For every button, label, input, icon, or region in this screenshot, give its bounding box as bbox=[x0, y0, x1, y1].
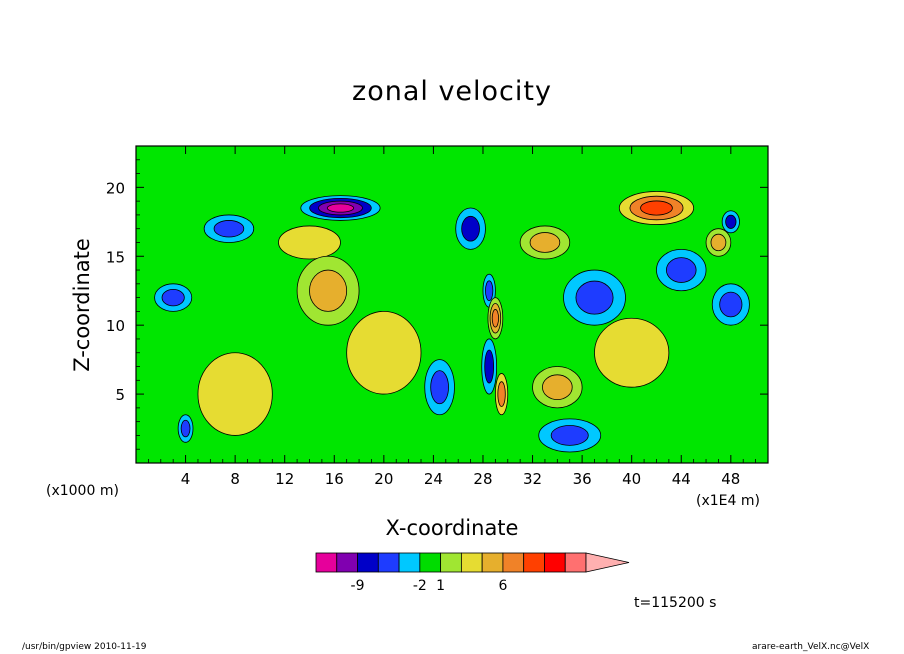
colorbar-swatch bbox=[440, 552, 462, 573]
colorbar-swatch bbox=[315, 552, 338, 573]
colorbar-swatch bbox=[377, 552, 400, 573]
colorbar-swatch bbox=[544, 552, 566, 573]
x-tick-label: 40 bbox=[622, 470, 641, 488]
colorbar-swatch bbox=[336, 552, 358, 573]
contour-feature bbox=[485, 280, 494, 302]
contour-feature bbox=[550, 425, 589, 446]
contour-feature bbox=[161, 288, 185, 307]
x-axis-label: X-coordinate bbox=[385, 516, 519, 540]
y-tick-label: 15 bbox=[106, 248, 125, 266]
contour-feature bbox=[491, 309, 499, 328]
colorbar-swatch bbox=[419, 552, 442, 573]
contour-feature bbox=[346, 310, 422, 395]
contour-feature bbox=[575, 280, 614, 315]
contour-feature bbox=[665, 257, 697, 283]
colorbar-swatch bbox=[523, 552, 545, 573]
plot-frame bbox=[135, 145, 769, 464]
contour-feature bbox=[213, 220, 245, 238]
contour-feature bbox=[710, 233, 727, 252]
contour-feature bbox=[278, 225, 341, 260]
y-axis-label: Z-coordinate bbox=[70, 238, 94, 372]
contour-feature bbox=[719, 291, 743, 318]
colorbar-swatch bbox=[398, 552, 421, 573]
y-tick-label: 10 bbox=[106, 317, 125, 335]
contour-feature bbox=[594, 317, 670, 388]
contour-feature bbox=[497, 381, 506, 407]
x-tick-label: 44 bbox=[672, 470, 691, 488]
contour-feature bbox=[309, 269, 348, 312]
x-tick-label: 32 bbox=[523, 470, 542, 488]
chart-title: zonal velocity bbox=[352, 76, 552, 107]
x-axis-unit-right: (x1E4 m) bbox=[696, 493, 760, 509]
x-tick-label: 4 bbox=[181, 470, 191, 488]
colorbar-tick-label: -2 bbox=[413, 578, 427, 594]
x-tick-label: 16 bbox=[325, 470, 344, 488]
contour-feature bbox=[180, 419, 191, 438]
colorbar-swatch bbox=[357, 552, 379, 573]
contour-feature bbox=[725, 214, 737, 229]
colorbar-tick-label: 6 bbox=[498, 578, 507, 594]
contour-feature bbox=[326, 203, 355, 213]
contour-field bbox=[136, 146, 768, 463]
x-tick-label: 36 bbox=[573, 470, 592, 488]
x-tick-label: 48 bbox=[721, 470, 740, 488]
colorbar-tick-label: -9 bbox=[351, 578, 365, 594]
colorbar-swatch bbox=[481, 552, 504, 573]
contour-feature bbox=[640, 200, 673, 216]
contour-feature bbox=[484, 349, 495, 384]
contour-feature bbox=[529, 232, 561, 253]
contour-feature bbox=[197, 352, 273, 436]
colorbar-tick-label: 1 bbox=[436, 578, 445, 594]
x-tick-label: 8 bbox=[230, 470, 240, 488]
colorbar-swatch bbox=[460, 552, 483, 573]
contour-feature bbox=[461, 215, 480, 242]
contour-feature bbox=[542, 374, 573, 400]
footer-command: /usr/bin/gpview 2010-11-19 bbox=[22, 642, 147, 652]
x-tick-label: 20 bbox=[374, 470, 393, 488]
x-tick-label: 12 bbox=[275, 470, 294, 488]
x-tick-label: 24 bbox=[424, 470, 443, 488]
footer-source: arare-earth_VelX.nc@VelX bbox=[752, 642, 870, 652]
time-annotation: t=115200 s bbox=[634, 595, 717, 611]
colorbar-swatch bbox=[564, 552, 587, 573]
y-tick-label: 5 bbox=[115, 386, 125, 404]
colorbar-extend-arrow bbox=[585, 552, 630, 573]
colorbar-swatch bbox=[502, 552, 525, 573]
x-tick-label: 28 bbox=[473, 470, 492, 488]
y-tick-label: 20 bbox=[106, 179, 125, 197]
x-axis-unit-left: (x1000 m) bbox=[46, 483, 119, 499]
contour-feature bbox=[430, 370, 449, 405]
